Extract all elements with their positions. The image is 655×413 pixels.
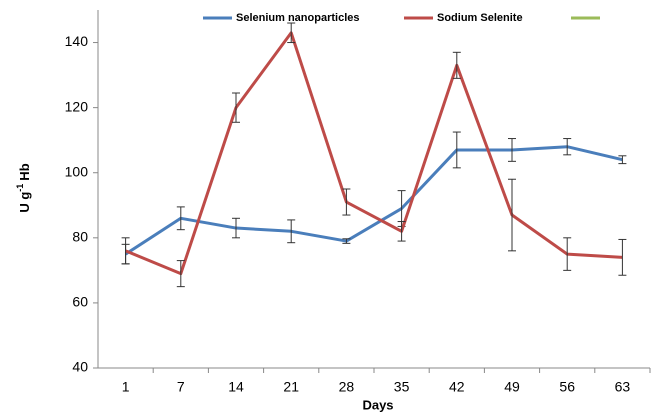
x-tick-label: 7 <box>177 379 185 395</box>
y-axis-label: U g-1 Hb <box>15 163 32 212</box>
y-tick-label: 80 <box>72 229 88 245</box>
x-tick-label: 14 <box>228 379 244 395</box>
legend-label: Sodium Selenite <box>437 12 523 24</box>
error-bar <box>232 92 240 123</box>
error-bar <box>287 219 296 244</box>
x-tick-label: 56 <box>559 379 575 395</box>
x-tick-label: 63 <box>615 379 631 395</box>
error-bar <box>618 155 627 165</box>
y-tick-label: 140 <box>65 33 89 49</box>
y-tick-label: 40 <box>72 359 88 375</box>
x-tick-label: 28 <box>339 379 355 395</box>
legend-label: Selenium nanoparticles <box>236 12 359 24</box>
y-tick-label: 100 <box>65 163 89 179</box>
error-bar <box>176 206 185 231</box>
x-tick-label: 21 <box>283 379 299 395</box>
y-tick-label: 60 <box>72 294 88 310</box>
y-label-main: U g <box>17 192 32 213</box>
y-label-exp: -1 <box>15 184 25 192</box>
series-line <box>125 31 623 276</box>
error-bar <box>342 188 351 216</box>
error-bar <box>508 138 516 162</box>
error-bar <box>342 238 351 244</box>
x-tick-label: 35 <box>394 379 410 395</box>
error-bar <box>563 138 572 156</box>
error-bar <box>287 22 296 44</box>
x-axis-label: Days <box>362 397 393 412</box>
error-bar <box>452 131 461 169</box>
error-bar <box>232 217 240 239</box>
x-tick-label: 49 <box>504 379 520 395</box>
error-bar <box>563 237 572 271</box>
x-tick-label: 42 <box>449 379 465 395</box>
error-bar <box>618 238 627 276</box>
y-tick-label: 120 <box>65 98 89 114</box>
error-bar <box>397 221 406 242</box>
x-tick-label: 1 <box>122 379 130 395</box>
error-bar <box>508 178 516 252</box>
error-bar <box>452 51 461 79</box>
error-bar <box>121 237 130 265</box>
y-label-rest: Hb <box>17 163 32 180</box>
series-line <box>124 145 623 256</box>
error-bar <box>176 260 185 288</box>
